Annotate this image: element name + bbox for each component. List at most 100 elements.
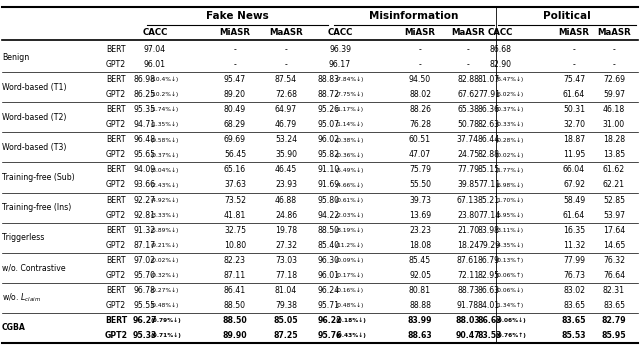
Text: MaASR: MaASR	[597, 28, 631, 37]
Text: 94.50: 94.50	[409, 75, 431, 84]
Text: (0.13%↑): (0.13%↑)	[496, 257, 524, 263]
Text: 41.81: 41.81	[224, 211, 246, 220]
Text: -: -	[573, 60, 575, 69]
Text: 95.47: 95.47	[224, 75, 246, 84]
Text: (0.27%↓): (0.27%↓)	[151, 288, 179, 293]
Text: Training-free (Ins): Training-free (Ins)	[2, 203, 71, 212]
Text: 95.26: 95.26	[318, 105, 340, 114]
Text: (2.03%↓): (2.03%↓)	[336, 212, 364, 218]
Text: (0.71%↓): (0.71%↓)	[151, 333, 182, 338]
Text: 67.13: 67.13	[457, 195, 479, 204]
Text: 86.25: 86.25	[133, 90, 155, 99]
Text: BERT: BERT	[106, 226, 126, 235]
Text: 13.85: 13.85	[603, 150, 625, 159]
Text: 94.22: 94.22	[318, 211, 340, 220]
Text: 86.68: 86.68	[489, 45, 511, 54]
Text: 83.99: 83.99	[408, 316, 432, 325]
Text: 77.11: 77.11	[478, 180, 500, 189]
Text: 69.69: 69.69	[224, 135, 246, 144]
Text: 83.98: 83.98	[478, 226, 500, 235]
Text: 18.08: 18.08	[409, 241, 431, 250]
Text: 88.50: 88.50	[223, 316, 248, 325]
Text: 95.35: 95.35	[133, 105, 155, 114]
Text: 85.40: 85.40	[318, 241, 340, 250]
Text: 85.45: 85.45	[409, 256, 431, 265]
Text: (0.28%↓): (0.28%↓)	[496, 137, 524, 143]
Text: 85.53: 85.53	[562, 331, 586, 340]
Text: BERT: BERT	[106, 75, 126, 84]
Text: (0.79%↓): (0.79%↓)	[151, 318, 182, 323]
Text: 88.73: 88.73	[457, 286, 479, 295]
Text: (0.02%↓): (0.02%↓)	[151, 257, 179, 263]
Text: 95.71: 95.71	[318, 301, 340, 310]
Text: Political: Political	[543, 11, 591, 21]
Text: GPT2: GPT2	[106, 180, 126, 189]
Text: BERT: BERT	[106, 45, 126, 54]
Text: 86.41: 86.41	[224, 286, 246, 295]
Text: 47.07: 47.07	[409, 150, 431, 159]
Text: 82.88: 82.88	[457, 75, 479, 84]
Text: 24.75: 24.75	[457, 150, 479, 159]
Text: 46.88: 46.88	[275, 195, 297, 204]
Text: 87.11: 87.11	[224, 271, 246, 280]
Text: 46.45: 46.45	[275, 166, 297, 175]
Text: 65.16: 65.16	[224, 166, 246, 175]
Text: 58.49: 58.49	[563, 195, 585, 204]
Text: 95.55: 95.55	[133, 301, 155, 310]
Text: 96.48: 96.48	[133, 135, 155, 144]
Text: 50.78: 50.78	[457, 120, 479, 129]
Text: 85.21: 85.21	[478, 195, 500, 204]
Text: 50.31: 50.31	[563, 105, 585, 114]
Text: (6.95%↓): (6.95%↓)	[496, 212, 524, 218]
Text: 83.65: 83.65	[563, 301, 585, 310]
Text: 16.35: 16.35	[563, 226, 585, 235]
Text: -: -	[419, 60, 421, 69]
Text: 91.32: 91.32	[133, 226, 155, 235]
Text: w/o. $L_{claim}$: w/o. $L_{claim}$	[2, 291, 41, 304]
Text: 82.63: 82.63	[478, 120, 500, 129]
Text: (1.70%↓): (1.70%↓)	[496, 197, 524, 203]
Text: 85.15: 85.15	[478, 166, 500, 175]
Text: BERT: BERT	[106, 166, 126, 175]
Text: 92.81: 92.81	[133, 211, 155, 220]
Text: BERT: BERT	[106, 256, 126, 265]
Text: -: -	[234, 60, 236, 69]
Text: 82.23: 82.23	[224, 256, 246, 265]
Text: 86.44: 86.44	[478, 135, 500, 144]
Text: 18.24: 18.24	[457, 241, 479, 250]
Text: 87.54: 87.54	[275, 75, 297, 84]
Text: 91.10: 91.10	[318, 166, 340, 175]
Text: GPT2: GPT2	[106, 90, 126, 99]
Text: 93.66: 93.66	[133, 180, 155, 189]
Text: 56.45: 56.45	[224, 150, 246, 159]
Text: MiASR: MiASR	[220, 28, 250, 37]
Text: 96.24: 96.24	[318, 286, 340, 295]
Text: 82.31: 82.31	[603, 286, 625, 295]
Text: 21.70: 21.70	[457, 226, 479, 235]
Text: CACC: CACC	[487, 28, 513, 37]
Text: GPT2: GPT2	[106, 60, 126, 69]
Text: (0.18%↓): (0.18%↓)	[336, 318, 367, 323]
Text: CACC: CACC	[142, 28, 168, 37]
Text: 66.04: 66.04	[563, 166, 585, 175]
Text: 86.63: 86.63	[478, 286, 500, 295]
Text: 96.01: 96.01	[144, 60, 166, 69]
Text: (6.98%↓): (6.98%↓)	[496, 182, 524, 188]
Text: 67.62: 67.62	[457, 90, 479, 99]
Text: 62.21: 62.21	[603, 180, 625, 189]
Text: 35.90: 35.90	[275, 150, 297, 159]
Text: BERT: BERT	[106, 286, 126, 295]
Text: 88.26: 88.26	[409, 105, 431, 114]
Text: Word-based (T3): Word-based (T3)	[2, 143, 67, 152]
Text: 96.17: 96.17	[329, 60, 351, 69]
Text: 67.92: 67.92	[563, 180, 585, 189]
Text: (0.36%↓): (0.36%↓)	[336, 152, 364, 158]
Text: 75.79: 75.79	[409, 166, 431, 175]
Text: (8.19%↓): (8.19%↓)	[336, 227, 364, 233]
Text: 97.02: 97.02	[133, 256, 155, 265]
Text: 89.20: 89.20	[224, 90, 246, 99]
Text: 79.29: 79.29	[478, 241, 500, 250]
Text: 87.61: 87.61	[457, 256, 479, 265]
Text: (0.43%↓): (0.43%↓)	[336, 333, 367, 338]
Text: 77.14: 77.14	[478, 211, 500, 220]
